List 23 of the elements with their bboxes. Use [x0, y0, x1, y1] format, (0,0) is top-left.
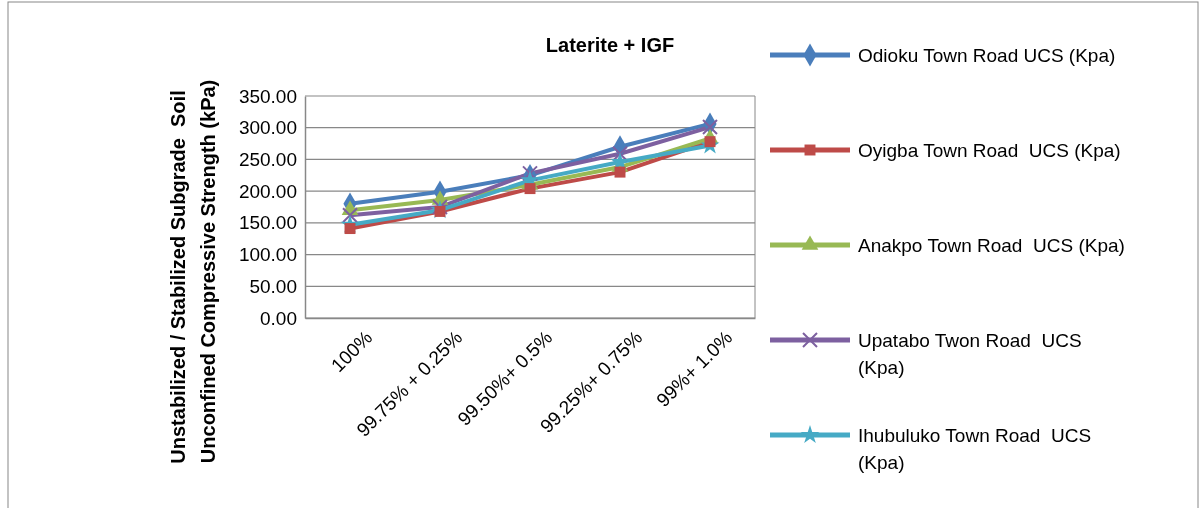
y-tick-label: 150.00 — [238, 212, 297, 234]
y-axis-title: Unstabilized / Stabilized Subgrade Soil Unconfined Compressive Strength (kPa) — [167, 79, 219, 475]
point — [342, 207, 358, 224]
y-tick-label: 350.00 — [238, 85, 297, 107]
y-tick-label: 0.00 — [260, 307, 297, 329]
legend-label: Upatabo Twon Road UCS (Kpa) — [858, 330, 1082, 378]
point — [614, 166, 626, 178]
legend-label: Ihubuluko Town Road UCS (Kpa) — [858, 425, 1092, 473]
point — [610, 152, 630, 170]
legend-label: Odioku Town Road UCS (Kpa) — [858, 45, 1116, 66]
point — [432, 199, 448, 215]
y-tick-label: 250.00 — [238, 149, 297, 171]
point — [522, 165, 538, 182]
point — [612, 145, 628, 162]
point — [524, 183, 536, 195]
legend-label: Oyigba Town Road UCS (Kpa) — [858, 140, 1121, 161]
y-tick-label: 200.00 — [238, 180, 297, 202]
y-tick-label: 50.00 — [249, 275, 297, 297]
y-tick-label: 300.00 — [238, 117, 297, 139]
y-tick-label: 100.00 — [238, 244, 297, 266]
chart-title: Laterite + IGF — [545, 34, 675, 56]
legend-label: Anakpo Town Road UCS (Kpa) — [858, 235, 1125, 256]
point — [702, 119, 718, 136]
